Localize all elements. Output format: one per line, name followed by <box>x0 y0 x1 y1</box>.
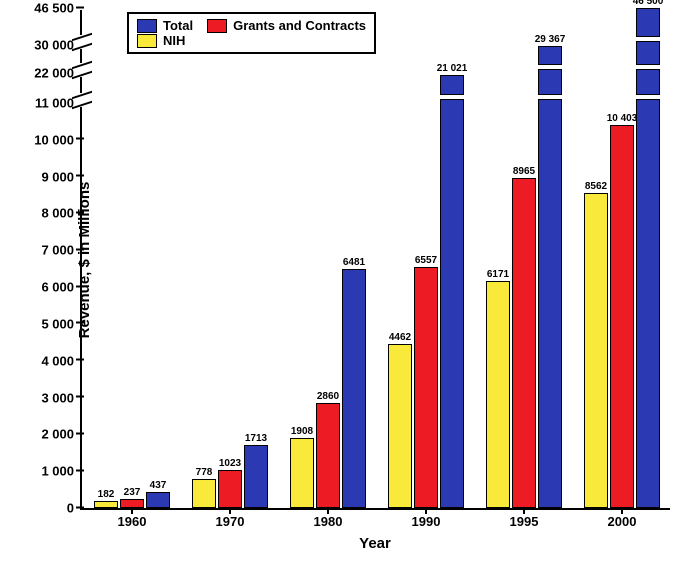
bar-break <box>538 64 562 70</box>
bar-break <box>636 64 660 70</box>
bar-break <box>636 36 660 42</box>
bar-label: 10 403 <box>607 113 638 126</box>
y-axis-label: Revenue, $ in Millions <box>76 182 93 339</box>
plot-area: 01 0002 0003 0004 0005 0006 0007 0008 00… <box>80 10 670 510</box>
bar-total: 437 <box>146 492 170 508</box>
bar-label: 6481 <box>343 257 365 270</box>
bar-label: 8965 <box>513 166 535 179</box>
bar-label: 6171 <box>487 269 509 282</box>
bar-nih: 1908 <box>290 438 314 508</box>
bar-total: 6481 <box>342 269 366 508</box>
legend-label: Total <box>163 18 193 33</box>
legend-label: Grants and Contracts <box>233 18 366 33</box>
bar-label: 21 021 <box>437 63 468 76</box>
x-category: 1960 <box>92 508 172 529</box>
legend: Total Grants and Contracts NIH <box>127 12 376 54</box>
bar-label: 6557 <box>415 255 437 268</box>
bar-label: 29 367 <box>535 34 566 47</box>
bar-label: 2860 <box>317 391 339 404</box>
bar-label: 237 <box>124 487 141 500</box>
axis-break <box>74 35 90 49</box>
bar-break <box>440 94 464 100</box>
bar-group: 19956171896529 367 <box>484 10 564 508</box>
bar-label: 4462 <box>389 332 411 345</box>
bar-label: 1908 <box>291 426 313 439</box>
bar-total: 46 500 <box>636 8 660 508</box>
axis-break <box>74 63 90 77</box>
y-tick: 2 000 <box>41 427 82 442</box>
revenue-chart: 01 0002 0003 0004 0005 0006 0007 0008 00… <box>0 0 685 562</box>
bar-label: 778 <box>196 467 213 480</box>
bar-label: 8562 <box>585 181 607 194</box>
legend-swatch <box>207 19 227 33</box>
bar-grants: 6557 <box>414 267 438 508</box>
y-tick: 1 000 <box>41 464 82 479</box>
y-tick: 4 000 <box>41 353 82 368</box>
bar-total: 1713 <box>244 445 268 508</box>
bar-grants: 237 <box>120 499 144 508</box>
bar-group: 1980190828606481 <box>288 10 368 508</box>
bar-nih: 8562 <box>584 193 608 508</box>
bar-nih: 182 <box>94 501 118 508</box>
axis-break <box>74 93 90 107</box>
y-tick: 0 <box>67 501 82 516</box>
bar-total: 21 021 <box>440 75 464 508</box>
x-category: 1970 <box>190 508 270 529</box>
bar-group: 2000856210 40346 500 <box>582 10 662 508</box>
x-category: 1980 <box>288 508 368 529</box>
bar-grants: 1023 <box>218 470 242 508</box>
legend-item-total: Total <box>137 18 193 33</box>
legend-item-nih: NIH <box>137 33 185 48</box>
legend-label: NIH <box>163 33 185 48</box>
bar-break <box>636 94 660 100</box>
bar-grants: 8965 <box>512 178 536 508</box>
bar-label: 182 <box>98 489 115 502</box>
x-axis-label: Year <box>80 535 670 552</box>
bar-grants: 10 403 <box>610 125 634 508</box>
bar-label: 46 500 <box>633 0 664 9</box>
bar-grants: 2860 <box>316 403 340 508</box>
bar-nih: 778 <box>192 479 216 508</box>
bar-break <box>538 94 562 100</box>
y-tick: 46 500 <box>34 1 82 16</box>
bar-label: 437 <box>150 480 167 493</box>
bar-label: 1713 <box>245 433 267 446</box>
legend-item-grants: Grants and Contracts <box>207 18 366 33</box>
legend-swatch <box>137 34 157 48</box>
y-tick: 10 000 <box>34 132 82 147</box>
bar-nih: 4462 <box>388 344 412 508</box>
bar-label: 1023 <box>219 458 241 471</box>
y-tick: 3 000 <box>41 390 82 405</box>
legend-swatch <box>137 19 157 33</box>
bar-group: 197077810231713 <box>190 10 270 508</box>
x-category: 1990 <box>386 508 466 529</box>
x-category: 2000 <box>582 508 662 529</box>
bar-group: 1960182237437 <box>92 10 172 508</box>
bar-nih: 6171 <box>486 281 510 508</box>
x-category: 1995 <box>484 508 564 529</box>
bar-total: 29 367 <box>538 46 562 508</box>
bar-group: 19904462655721 021 <box>386 10 466 508</box>
